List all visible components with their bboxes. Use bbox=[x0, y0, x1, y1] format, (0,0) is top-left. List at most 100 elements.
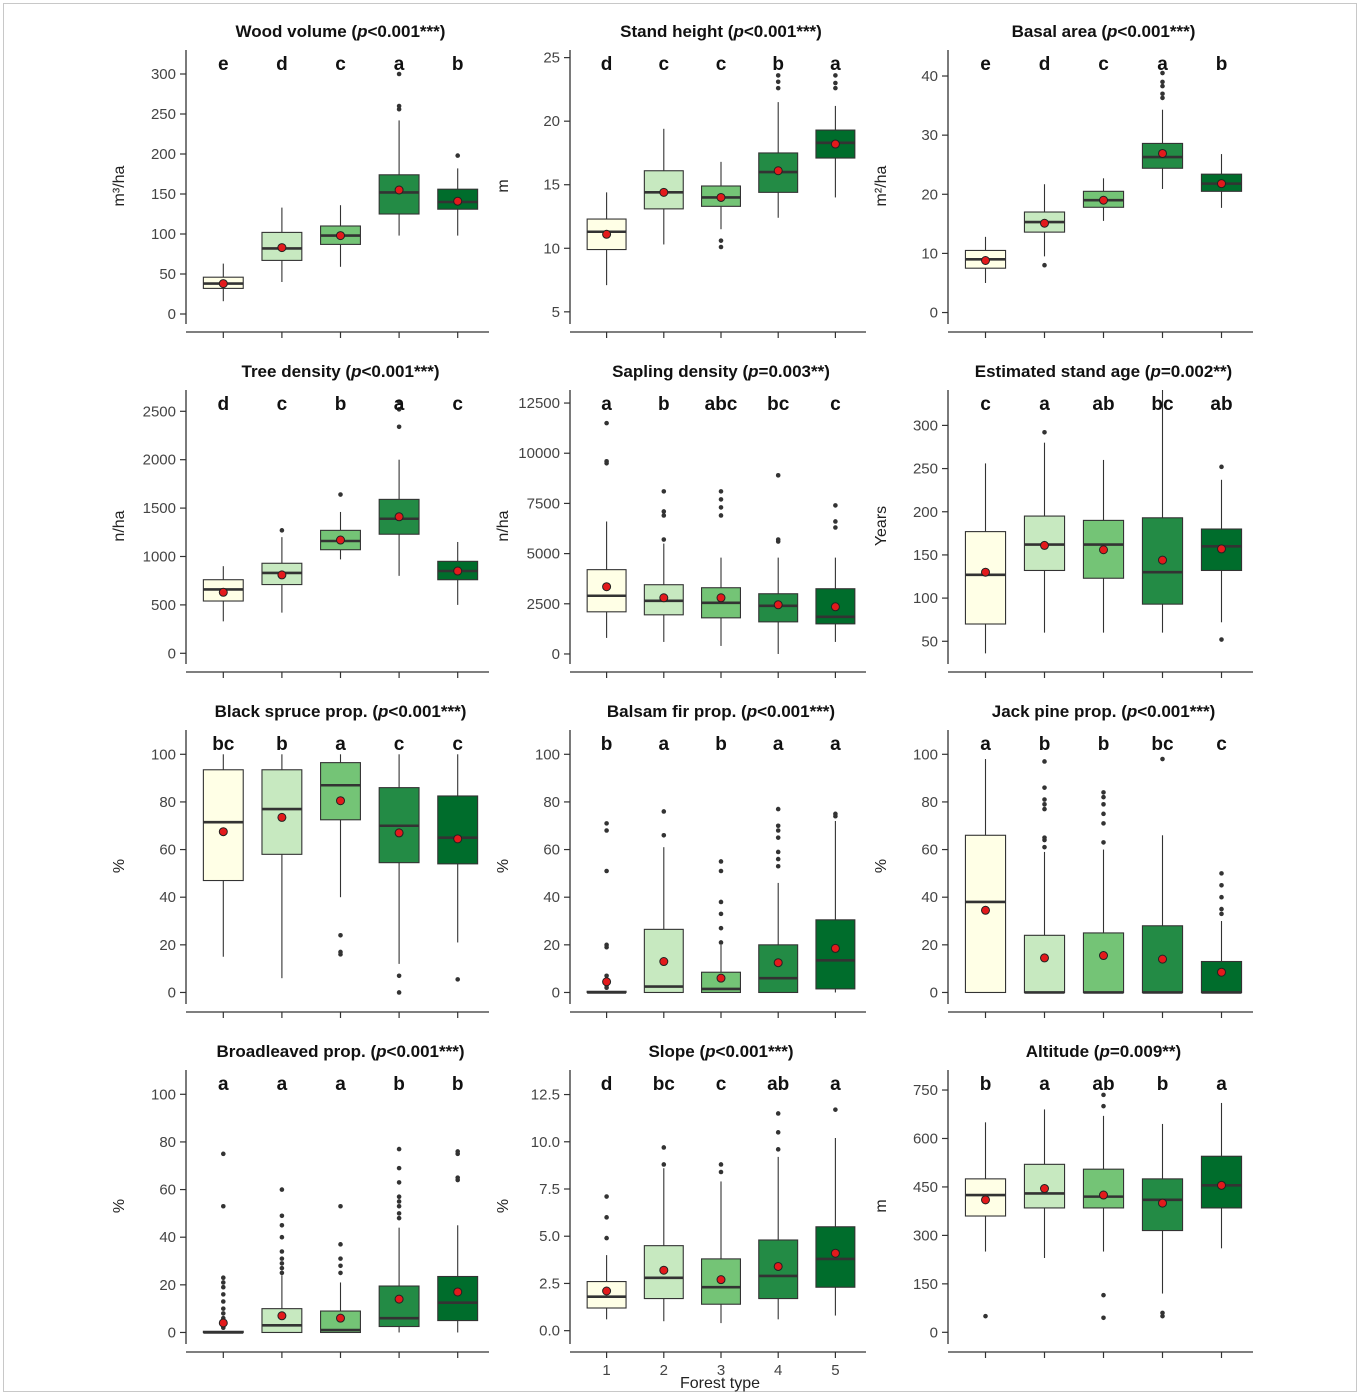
outlier-point bbox=[279, 1261, 285, 1266]
outlier-point bbox=[1101, 794, 1106, 800]
outlier-point bbox=[604, 821, 609, 826]
group-letter: c bbox=[659, 54, 670, 75]
group-letter: c bbox=[830, 394, 841, 415]
outlier-point bbox=[1101, 821, 1106, 826]
mean-point bbox=[773, 600, 783, 610]
outlier-point bbox=[604, 1194, 609, 1199]
mean-point bbox=[453, 1287, 463, 1297]
panel-10: 0 20 40 60 80 100% Broadleaved prop. (p<0.001*… bbox=[111, 1042, 489, 1358]
outlier-point bbox=[1160, 91, 1165, 97]
box-iqr bbox=[815, 919, 856, 990]
title-main: Estimated stand age ( bbox=[975, 362, 1151, 381]
group-letter: b bbox=[276, 734, 288, 755]
outlier-point bbox=[279, 528, 285, 533]
y-tick-label: 10 bbox=[543, 240, 560, 257]
y-tick-label: 150 bbox=[913, 1276, 938, 1293]
group-letter: b bbox=[1098, 734, 1110, 755]
group-letter: a bbox=[277, 1074, 288, 1095]
y-tick-label: 20 bbox=[159, 1277, 176, 1294]
outlier-point bbox=[221, 1306, 226, 1311]
outlier-point bbox=[279, 1270, 285, 1276]
mean-point bbox=[336, 535, 345, 545]
outlier-point bbox=[718, 1162, 724, 1167]
panel-title: Jack pine prop. (p<0.001***) bbox=[992, 702, 1215, 721]
y-tick-label: 7.5 bbox=[539, 1181, 560, 1198]
outlier-point bbox=[221, 1280, 226, 1285]
outlier-point bbox=[775, 849, 781, 855]
panel-title: Tree density (p<0.001***) bbox=[242, 362, 440, 381]
y-tick-label: 250 bbox=[151, 106, 176, 123]
outlier-point bbox=[1219, 894, 1224, 900]
outlier-point bbox=[1101, 1315, 1106, 1321]
mean-point bbox=[218, 827, 228, 837]
group-letter: bc bbox=[1151, 394, 1174, 415]
group-letter: a bbox=[1039, 394, 1050, 415]
outlier-point bbox=[775, 856, 781, 862]
group-letter: d bbox=[276, 54, 288, 75]
y-tick-label: 80 bbox=[159, 794, 176, 811]
outlier-point bbox=[1042, 835, 1047, 840]
y-tick-label: 0 bbox=[930, 305, 938, 322]
outlier-point bbox=[661, 537, 667, 542]
outlier-point bbox=[775, 1111, 781, 1116]
title-rest: <0.001***) bbox=[744, 22, 822, 41]
group-letter: a bbox=[394, 394, 405, 415]
title-main: Black spruce prop. ( bbox=[215, 702, 379, 721]
outlier-point bbox=[1219, 906, 1224, 912]
y-tick-label: 20 bbox=[543, 113, 560, 130]
title-p: p bbox=[1106, 22, 1117, 41]
panel-title: Stand height (p<0.001***) bbox=[620, 22, 822, 41]
y-tick-label: 150 bbox=[151, 186, 176, 203]
y-axis-label: % bbox=[111, 1199, 128, 1213]
box-iqr bbox=[964, 531, 1007, 625]
mean-point bbox=[1099, 951, 1108, 961]
mean-point bbox=[716, 1275, 726, 1285]
title-p: p bbox=[356, 22, 367, 41]
y-tick-label: 200 bbox=[151, 146, 176, 163]
mean-point bbox=[602, 977, 612, 987]
outlier-point bbox=[833, 1107, 838, 1112]
outlier-point bbox=[1042, 759, 1047, 764]
outlier-point bbox=[661, 513, 667, 518]
mean-point bbox=[716, 593, 726, 603]
outlier-point bbox=[718, 899, 724, 905]
outlier-point bbox=[604, 868, 609, 874]
y-axis-label: n/ha bbox=[111, 510, 128, 541]
group-letter: bc bbox=[767, 394, 790, 415]
mean-point bbox=[336, 231, 345, 241]
group-letter: a bbox=[830, 734, 841, 755]
mean-point bbox=[659, 187, 669, 197]
outlier-point bbox=[221, 1299, 226, 1304]
y-tick-label: 2000 bbox=[143, 452, 176, 469]
mean-point bbox=[277, 812, 287, 822]
mean-point bbox=[1040, 218, 1049, 228]
box-iqr bbox=[1200, 960, 1243, 994]
outlier-point bbox=[718, 505, 724, 510]
y-axis-label: % bbox=[495, 1199, 512, 1213]
mean-point bbox=[336, 796, 345, 806]
outlier-point bbox=[833, 80, 838, 86]
outlier-point bbox=[1042, 785, 1047, 790]
title-p: p bbox=[1149, 362, 1160, 381]
mean-point bbox=[394, 1294, 404, 1304]
y-tick-label: 500 bbox=[151, 597, 176, 614]
y-tick-label: 40 bbox=[159, 889, 176, 906]
title-rest: <0.001***) bbox=[1137, 702, 1215, 721]
mean-point bbox=[394, 512, 404, 522]
outlier-point bbox=[718, 911, 724, 917]
outlier-point bbox=[1042, 802, 1047, 807]
mean-point bbox=[277, 1311, 287, 1321]
outlier-point bbox=[833, 525, 838, 530]
mean-point bbox=[277, 570, 287, 580]
outlier-point bbox=[661, 509, 667, 514]
group-letter: c bbox=[1098, 54, 1109, 75]
y-tick-label: 0 bbox=[930, 984, 938, 1001]
y-tick-label: 5.0 bbox=[539, 1228, 560, 1245]
outlier-point bbox=[279, 1222, 285, 1228]
outlier-point bbox=[338, 1263, 343, 1269]
y-tick-label: 40 bbox=[543, 889, 560, 906]
outlier-point bbox=[1160, 1313, 1165, 1319]
group-letter: ab bbox=[767, 1074, 789, 1095]
mean-point bbox=[218, 587, 228, 597]
group-letter: ab bbox=[1092, 394, 1114, 415]
